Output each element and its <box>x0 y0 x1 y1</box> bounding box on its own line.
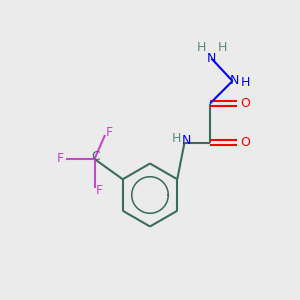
Text: N: N <box>229 74 239 88</box>
Text: H: H <box>196 40 206 54</box>
Text: N: N <box>207 52 216 65</box>
Text: O: O <box>241 136 250 149</box>
Text: O: O <box>241 97 250 110</box>
Text: F: F <box>106 126 113 139</box>
Text: C: C <box>92 150 100 163</box>
Text: F: F <box>57 152 64 166</box>
Text: F: F <box>95 184 103 197</box>
Text: N: N <box>181 134 191 148</box>
Text: H: H <box>217 40 227 54</box>
Text: H: H <box>171 132 181 146</box>
Text: H: H <box>240 76 250 89</box>
